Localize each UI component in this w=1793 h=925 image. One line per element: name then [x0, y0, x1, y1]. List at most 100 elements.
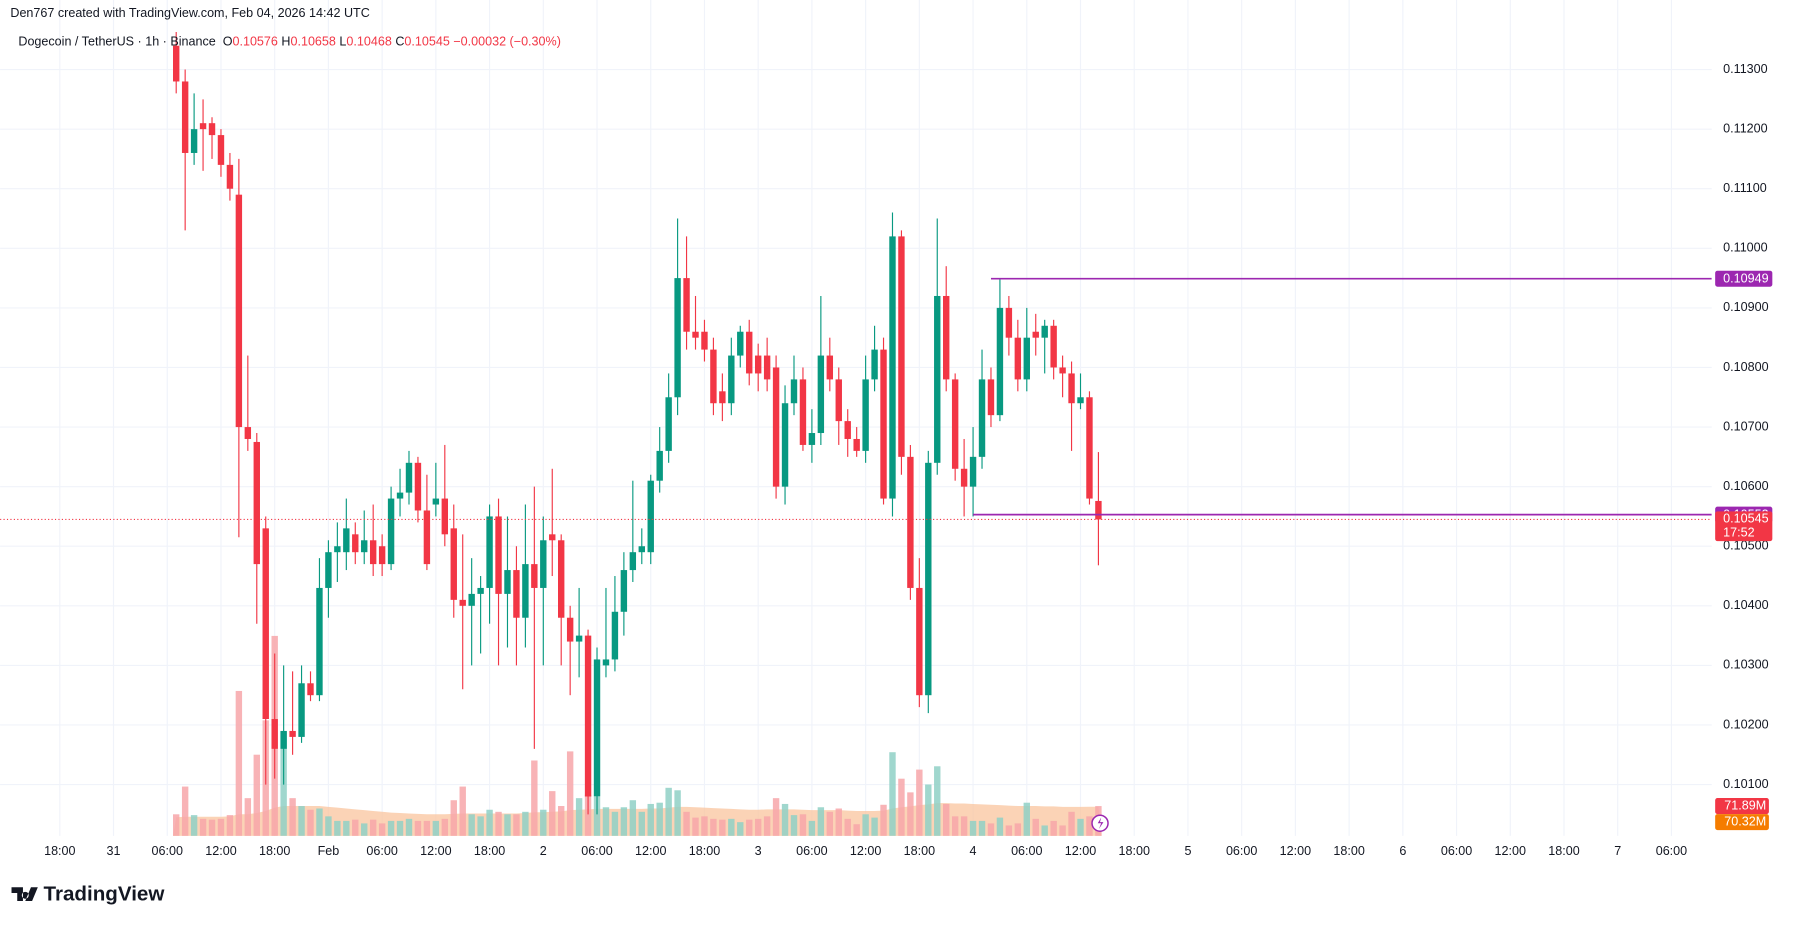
candle-body [746, 331, 753, 374]
candle-body [987, 379, 995, 416]
volume-bar [540, 809, 547, 836]
candle-body [181, 81, 189, 153]
y-tick-label: 0.10400 [1723, 598, 1768, 612]
volume-bar [1077, 818, 1084, 836]
grid [0, 0, 1712, 836]
candle-body [549, 534, 556, 541]
candle-body [1023, 337, 1030, 380]
candle-body [710, 349, 717, 404]
volume-bar [754, 818, 762, 836]
y-tick-label: 0.11200 [1723, 121, 1767, 135]
volume-ma-tag [1715, 814, 1769, 831]
y-tick-label: 0.10700 [1723, 419, 1768, 433]
volume-bar [916, 769, 923, 836]
brand: TradingView [44, 883, 166, 906]
candle-body [817, 355, 825, 434]
candle-body [334, 546, 341, 553]
volume-bar [1050, 820, 1057, 836]
volume-bar [969, 820, 977, 836]
candle-body [799, 379, 807, 445]
axes: 0.10100 0.10200 0.10300 0.10400 0.10500 0.106… [44, 62, 1773, 858]
candle-body [172, 45, 180, 82]
candle-body [808, 433, 816, 445]
volume-bar [781, 803, 789, 836]
candle-body [477, 587, 484, 594]
volume-bar [934, 766, 941, 836]
candle-body [208, 123, 216, 136]
volume-bar [396, 820, 404, 836]
candle-body [352, 534, 359, 553]
candle-body [405, 462, 413, 493]
x-tick-label: 12:00 [635, 844, 666, 858]
volume-bar [441, 818, 449, 836]
x-tick-label: 06:00 [796, 844, 827, 858]
x-tick-label: 06:00 [581, 844, 612, 858]
volume-bar [316, 808, 323, 836]
volume-bar [432, 820, 440, 836]
x-tick-label: 18:00 [474, 844, 505, 858]
candle-body [934, 295, 941, 463]
candle-body [692, 331, 699, 338]
volume-ma-area [172, 803, 1102, 836]
candle-body [495, 516, 502, 594]
candle-body [611, 611, 619, 660]
candle-body [951, 379, 959, 469]
ohlc-letter: C [395, 35, 404, 49]
candle-body [1041, 325, 1048, 338]
volume-bar [253, 754, 260, 836]
logo: TradingView [11, 883, 166, 906]
candle-body [728, 355, 735, 404]
volume-bar [611, 811, 619, 836]
candle-body [307, 683, 314, 696]
level-tag [1715, 270, 1773, 287]
volume-bar [871, 817, 878, 836]
x-tick-label: Feb [318, 844, 340, 858]
candle-body [396, 492, 404, 499]
x-tick-label: 12:00 [420, 844, 451, 858]
volume-bar [746, 819, 753, 836]
candle-body [423, 510, 431, 565]
volume-bar [943, 803, 950, 836]
volume-bar [495, 811, 502, 836]
candle-body [880, 349, 887, 499]
volume-bar [325, 816, 332, 836]
candle-body [325, 552, 332, 588]
candle-body [280, 730, 287, 749]
candle-body [226, 164, 234, 189]
volume-bar [504, 814, 511, 836]
candle-body [199, 123, 207, 130]
x-tick-label: 12:00 [1495, 844, 1526, 858]
candle-body [316, 587, 323, 696]
volume-bar [772, 798, 780, 836]
x-tick-label: 7 [1614, 844, 1621, 858]
volume-bar [799, 814, 807, 836]
level-label: 0.10949 [1723, 272, 1768, 286]
candle-body [369, 540, 377, 565]
candle-body [414, 462, 422, 511]
ohlc-value: 0.10576 [232, 35, 277, 49]
candle-body [763, 355, 771, 380]
volume-bar [343, 820, 350, 836]
y-tick-label: 0.11300 [1723, 62, 1767, 76]
volume-bar [199, 818, 207, 836]
volume-bar [620, 807, 628, 836]
x-tick-label: 6 [1399, 844, 1406, 858]
ohlc-letter: O [223, 35, 233, 49]
volume-bar [1068, 811, 1075, 836]
candle-body [960, 468, 968, 487]
volume-bar [244, 798, 252, 836]
volume-bar [468, 814, 475, 836]
volume-bar [674, 790, 681, 836]
volume-bar [728, 818, 735, 836]
volume-bar [638, 811, 645, 836]
candle-body [943, 295, 950, 380]
candle-body [1068, 373, 1075, 404]
candle-body [531, 564, 538, 588]
countdown: 17:52 [1723, 525, 1754, 539]
x-tick-label: 18:00 [44, 844, 75, 858]
volume-bar [907, 792, 914, 836]
candle-body [298, 683, 305, 737]
candle-body [1050, 325, 1057, 368]
candle-body [450, 528, 457, 600]
